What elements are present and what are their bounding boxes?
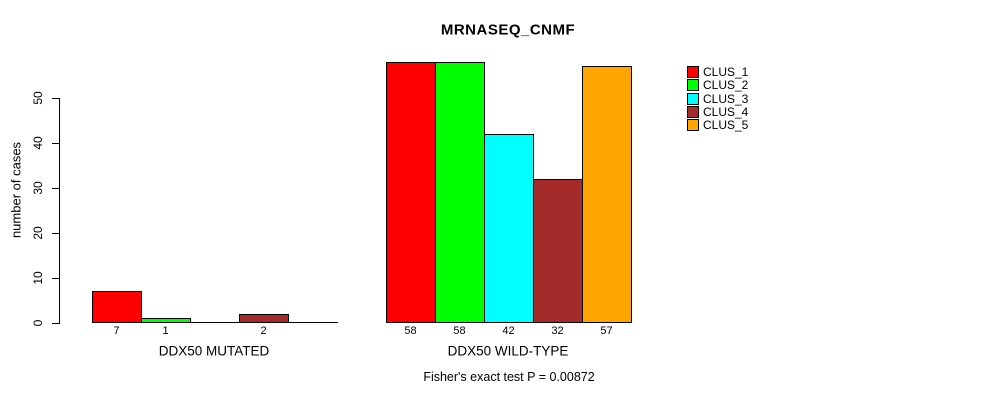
y-tick <box>52 143 59 144</box>
y-tick <box>52 278 59 279</box>
y-tick <box>52 233 59 234</box>
bar-clus_1-group1 <box>92 291 142 323</box>
legend-swatch-clus_4 <box>687 105 699 118</box>
bar-clus_1-group2 <box>386 62 436 323</box>
legend-swatch-clus_3 <box>687 92 699 105</box>
bar-clus_3-group2 <box>484 134 534 323</box>
bar-value-label: 57 <box>600 325 613 337</box>
legend-label: CLUS_3 <box>703 91 749 106</box>
bar-clus_4-group2 <box>533 179 583 323</box>
bar-value-label: 1 <box>162 325 169 337</box>
bar-clus_2-group2 <box>435 62 485 323</box>
y-tick <box>52 98 59 99</box>
chart-title: MRNASEQ_CNMF <box>440 21 576 39</box>
y-tick-label: 0 <box>31 319 45 327</box>
bar-value-label: 2 <box>260 325 267 337</box>
caption: Fisher's exact test P = 0.00872 <box>423 370 595 384</box>
y-tick-label: 20 <box>31 226 45 240</box>
legend-swatch-clus_2 <box>687 79 699 92</box>
y-axis-line <box>59 98 60 324</box>
y-axis-label: number of cases <box>8 141 24 239</box>
y-tick <box>52 323 59 324</box>
bar-value-label: 42 <box>502 325 515 337</box>
bar-value-label: 32 <box>551 325 564 337</box>
legend-label: CLUS_4 <box>703 104 749 119</box>
bar-clus_4-group1 <box>239 314 289 323</box>
legend-swatch-clus_1 <box>687 66 699 78</box>
legend-label: CLUS_1 <box>703 65 749 79</box>
legend-swatch-clus_5 <box>687 119 699 131</box>
group-label-mutated: DDX50 MUTATED <box>158 343 270 359</box>
y-tick <box>52 188 59 189</box>
y-tick-label: 40 <box>31 136 45 150</box>
bar-clus_2-group1 <box>141 318 191 323</box>
group-label-wild-type: DDX50 WILD-TYPE <box>447 343 569 359</box>
bar-value-label: 58 <box>404 325 417 337</box>
bar-clus_5-group1 <box>288 322 338 323</box>
bar-value-label: 7 <box>113 325 120 337</box>
y-tick-label: 50 <box>31 91 45 105</box>
legend-label: CLUS_2 <box>703 78 749 93</box>
legend-label: CLUS_5 <box>703 118 749 132</box>
y-tick-label: 30 <box>31 181 45 195</box>
y-tick-label: 10 <box>31 271 45 285</box>
bar-clus_3-group1 <box>190 322 240 323</box>
bar-value-label: 58 <box>453 325 466 337</box>
bar-clus_5-group2 <box>582 66 632 323</box>
